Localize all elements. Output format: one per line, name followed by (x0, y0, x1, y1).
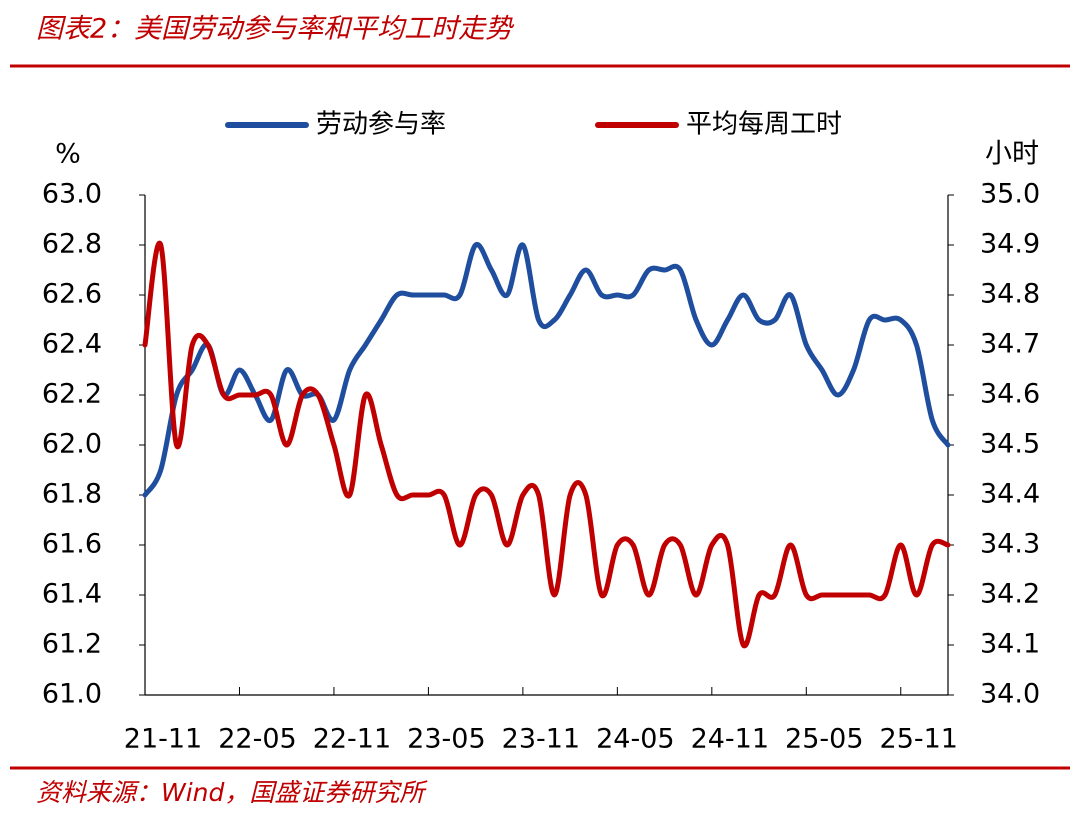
y-tick-label: 62.8 (42, 229, 102, 260)
series-line (142, 242, 951, 498)
x-tick-label: 25-11 (880, 724, 958, 755)
x-tick-label: 22-05 (218, 724, 296, 755)
y2-tick-label: 34.0 (980, 679, 1040, 710)
x-tick-label: 24-05 (596, 724, 674, 755)
y-axis-unit: % (55, 139, 81, 170)
legend-label: 平均每周工时 (686, 110, 842, 140)
y2-tick-label: 34.1 (980, 629, 1040, 660)
x-tick-label: 22-11 (313, 724, 391, 755)
y-tick-label: 62.2 (42, 379, 102, 410)
y2-axis-unit: 小时 (985, 139, 1039, 170)
source: 资料来源：Wind，国盛证券研究所 (36, 778, 428, 807)
y2-tick-label: 34.5 (980, 429, 1040, 460)
x-tick-label: 25-05 (785, 724, 863, 755)
y2-tick-label: 34.6 (980, 379, 1040, 410)
legend-label: 劳动参与率 (316, 110, 446, 140)
chart-title: 图表2：美国劳动参与率和平均工时走势 (36, 14, 515, 45)
series-line (142, 240, 951, 649)
y2-tick-label: 34.7 (980, 329, 1040, 360)
y-tick-label: 61.0 (42, 679, 102, 710)
y2-tick-label: 34.4 (980, 479, 1040, 510)
x-tick-label: 21-11 (124, 724, 202, 755)
y2-tick-label: 34.8 (980, 279, 1040, 310)
x-tick-label: 23-11 (502, 724, 580, 755)
x-tick-label: 23-05 (407, 724, 485, 755)
y2-tick-label: 35.0 (980, 179, 1040, 210)
y-tick-label: 61.4 (42, 579, 102, 610)
y-tick-label: 62.6 (42, 279, 102, 310)
y2-tick-label: 34.3 (980, 529, 1040, 560)
y-tick-label: 62.0 (42, 429, 102, 460)
y-tick-label: 61.8 (42, 479, 102, 510)
y-tick-label: 61.6 (42, 529, 102, 560)
y-tick-label: 62.4 (42, 329, 102, 360)
y2-tick-label: 34.2 (980, 579, 1040, 610)
y-tick-label: 61.2 (42, 629, 102, 660)
y-tick-label: 63.0 (42, 179, 102, 210)
x-tick-label: 24-11 (691, 724, 769, 755)
y2-tick-label: 34.9 (980, 229, 1040, 260)
